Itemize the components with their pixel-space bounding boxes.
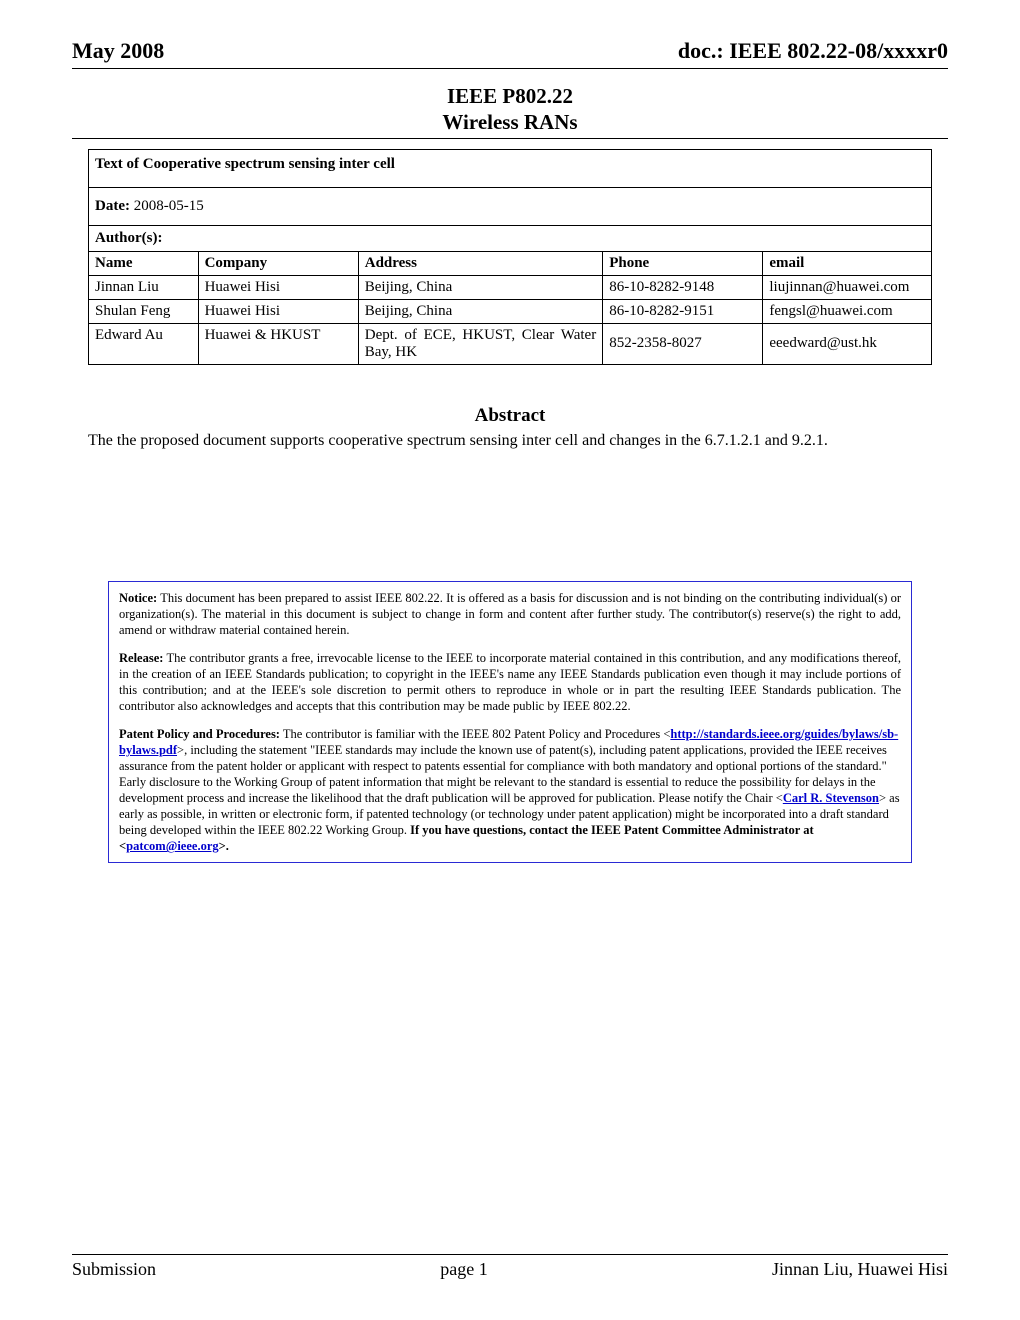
header-date: May 2008	[72, 38, 164, 64]
author-row: Shulan Feng Huawei Hisi Beijing, China 8…	[89, 299, 932, 323]
author-name: Shulan Feng	[89, 299, 199, 323]
patent-text-2: >, including the statement "IEEE standar…	[119, 743, 887, 805]
patent-text-1: The contributor is familiar with the IEE…	[283, 727, 671, 741]
header-doc-id: doc.: IEEE 802.22-08/xxxxr0	[678, 38, 948, 64]
release-paragraph: Release: The contributor grants a free, …	[119, 650, 901, 714]
standard-subtitle: Wireless RANs	[72, 109, 948, 135]
author-email: eeedward@ust.hk	[763, 323, 932, 364]
standard-title: IEEE P802.22	[72, 83, 948, 109]
col-header-address: Address	[358, 251, 602, 275]
footer-left: Submission	[72, 1259, 156, 1280]
patent-paragraph: Patent Policy and Procedures: The contri…	[119, 726, 901, 854]
date-label: Date:	[95, 198, 130, 214]
author-company: Huawei Hisi	[198, 299, 358, 323]
page-header: May 2008 doc.: IEEE 802.22-08/xxxxr0	[72, 38, 948, 69]
author-phone: 852-2358-8027	[603, 323, 763, 364]
document-date: Date: 2008-05-15	[89, 187, 932, 225]
title-rule	[72, 138, 948, 139]
chair-link[interactable]: Carl R. Stevenson	[783, 791, 879, 805]
col-header-name: Name	[89, 251, 199, 275]
author-address: Beijing, China	[358, 299, 602, 323]
patcom-link[interactable]: patcom@ieee.org	[126, 839, 219, 853]
col-header-email: email	[763, 251, 932, 275]
author-phone: 86-10-8282-9151	[603, 299, 763, 323]
document-info-table: Text of Cooperative spectrum sensing int…	[88, 149, 932, 365]
author-row: Jinnan Liu Huawei Hisi Beijing, China 86…	[89, 275, 932, 299]
notice-paragraph: Notice: This document has been prepared …	[119, 590, 901, 638]
notice-box: Notice: This document has been prepared …	[108, 581, 912, 863]
page-footer: Submission page 1 Jinnan Liu, Huawei His…	[72, 1254, 948, 1280]
author-address: Beijing, China	[358, 275, 602, 299]
author-company: Huawei Hisi	[198, 275, 358, 299]
authors-label: Author(s):	[89, 225, 932, 251]
notice-text: This document has been prepared to assis…	[119, 591, 901, 637]
author-row: Edward Au Huawei & HKUST Dept. of ECE, H…	[89, 323, 932, 364]
release-label: Release:	[119, 651, 163, 665]
date-value: 2008-05-15	[134, 198, 204, 214]
abstract-section: Abstract The the proposed document suppo…	[88, 405, 932, 452]
author-email: fengsl@huawei.com	[763, 299, 932, 323]
author-name: Jinnan Liu	[89, 275, 199, 299]
abstract-text: The the proposed document supports coope…	[88, 431, 932, 452]
release-text: The contributor grants a free, irrevocab…	[119, 651, 901, 713]
author-phone: 86-10-8282-9148	[603, 275, 763, 299]
patent-bold-2: >.	[219, 839, 229, 853]
footer-page: page 1	[440, 1259, 487, 1280]
author-email: liujinnan@huawei.com	[763, 275, 932, 299]
abstract-heading: Abstract	[88, 405, 932, 427]
footer-rule	[72, 1254, 948, 1255]
document-title: Text of Cooperative spectrum sensing int…	[89, 149, 932, 187]
author-address: Dept. of ECE, HKUST, Clear Water Bay, HK	[358, 323, 602, 364]
footer-right: Jinnan Liu, Huawei Hisi	[772, 1259, 948, 1280]
col-header-phone: Phone	[603, 251, 763, 275]
patent-label: Patent Policy and Procedures:	[119, 727, 280, 741]
author-company: Huawei & HKUST	[198, 323, 358, 364]
notice-label: Notice:	[119, 591, 157, 605]
col-header-company: Company	[198, 251, 358, 275]
author-name: Edward Au	[89, 323, 199, 364]
